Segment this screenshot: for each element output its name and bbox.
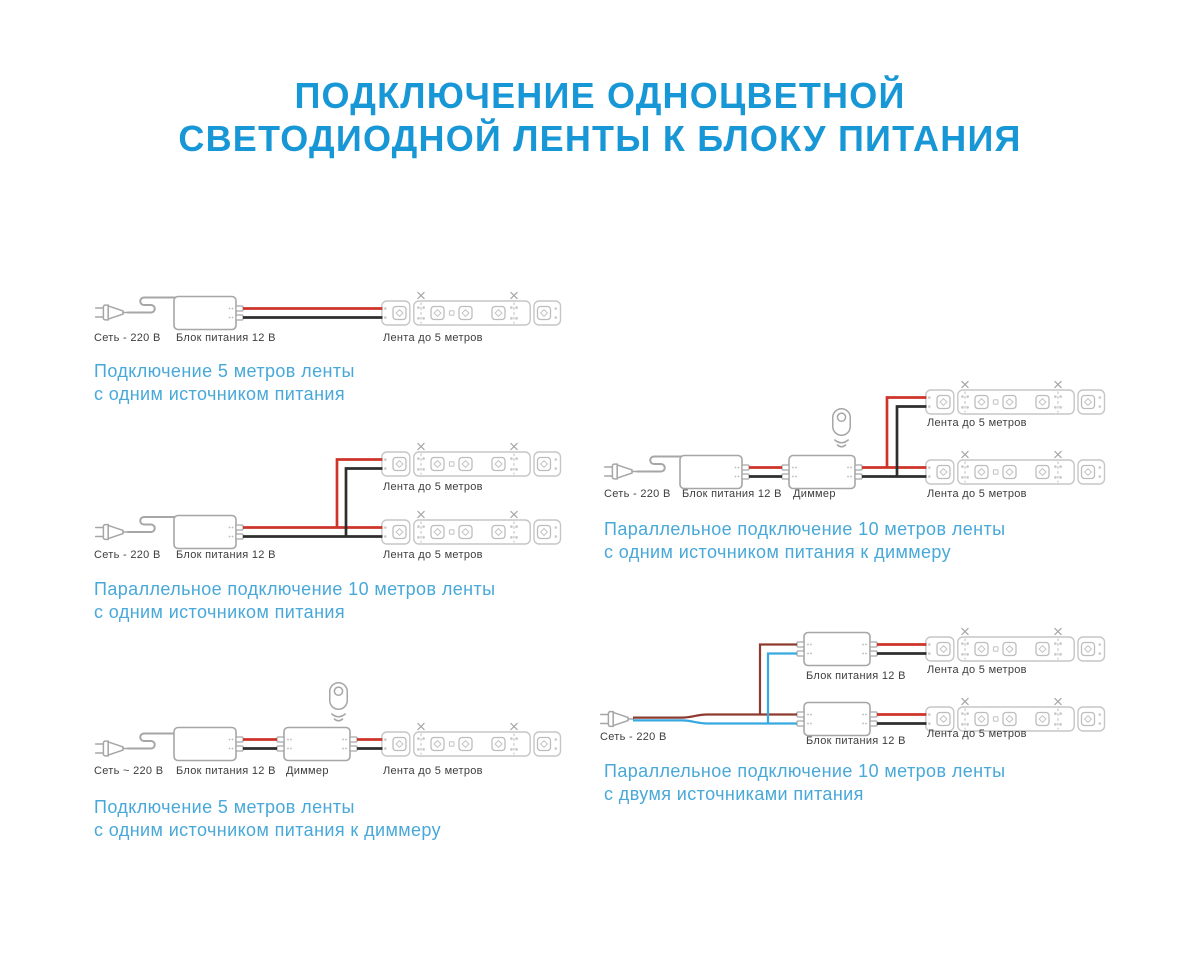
dimmer-box: [276, 726, 358, 762]
caption-line1: Параллельное подключение 10 метров ленты: [604, 761, 1006, 781]
led-strip: [381, 291, 562, 326]
dimmer-label: Диммер: [286, 765, 329, 777]
plug-icon: [599, 710, 635, 728]
power-cable: [636, 455, 685, 473]
page-title: ПОДКЛЮЧЕНИЕ ОДНОЦВЕТНОЙ СВЕТОДИОДНОЙ ЛЕНТ…: [0, 74, 1200, 160]
diagram-caption: Параллельное подключение 10 метров ленты…: [604, 760, 1005, 806]
black-wire: [243, 467, 383, 538]
power-supply-box: [173, 295, 244, 331]
power-cable: [127, 516, 177, 533]
remote-control-icon: [329, 682, 348, 722]
diagram-4-graphics: [603, 380, 1106, 490]
diagram-caption: Параллельное подключение 10 метров ленты…: [604, 518, 1005, 564]
led-strip: [925, 380, 1106, 415]
plug-icon: [94, 740, 130, 757]
caption-line1: Параллельное подключение 10 метров ленты: [94, 579, 496, 599]
black-wire: [877, 652, 927, 725]
mains-label: Сеть - 220 В: [94, 332, 161, 344]
mains-label: Сеть - 220 В: [94, 549, 161, 561]
strip-label: Лента до 5 метров: [927, 664, 1027, 676]
caption-line1: Параллельное подключение 10 метров ленты: [604, 519, 1006, 539]
dimmer-box: [781, 454, 863, 490]
led-strip: [925, 627, 1106, 662]
plug-icon: [94, 304, 130, 321]
diagram-caption: Параллельное подключение 10 метров ленты…: [94, 578, 495, 624]
caption-line2: с одним источником питания: [94, 602, 346, 622]
diagram-caption: Подключение 5 метров ленты с одним источн…: [94, 796, 441, 842]
remote-control-icon: [832, 408, 851, 448]
power-supply-box: [173, 726, 244, 762]
diagram-2-graphics: [94, 442, 562, 550]
diagram-5-graphics: [599, 627, 1106, 737]
strip-label: Лента до 5 метров: [383, 765, 483, 777]
strip-label: Лента до 5 метров: [383, 332, 483, 344]
psu-label: Блок питания 12 В: [806, 670, 906, 682]
caption-line1: Подключение 5 метров ленты: [94, 797, 355, 817]
power-supply-box: [679, 454, 750, 490]
blue-neutral-wire: [633, 652, 797, 725]
strip-label: Лента до 5 метров: [927, 417, 1027, 429]
strip-label: Лента до 5 метров: [927, 728, 1027, 740]
dimmer-label: Диммер: [793, 488, 836, 500]
caption-line2: с двумя источниками питания: [604, 784, 864, 804]
led-strip: [925, 697, 1106, 732]
mains-label: Сеть - 220 В: [600, 731, 667, 743]
psu-label: Блок питания 12 В: [682, 488, 782, 500]
strip-label: Лента до 5 метров: [383, 549, 483, 561]
diagram-1-graphics: [94, 291, 562, 331]
mains-label: Сеть ~ 220 В: [94, 765, 164, 777]
red-wire: [243, 458, 383, 529]
power-cable: [127, 732, 177, 750]
red-wire: [877, 643, 927, 716]
led-strip: [925, 450, 1106, 485]
led-strip: [381, 722, 562, 757]
power-supply-box: [796, 631, 878, 667]
caption-line2: с одним источником питания к диммеру: [94, 820, 442, 840]
power-supply-box: [173, 514, 244, 550]
power-cable: [127, 296, 177, 314]
brown-live-wire: [633, 643, 797, 719]
strip-label: Лента до 5 метров: [383, 481, 483, 493]
strip-label: Лента до 5 метров: [927, 488, 1027, 500]
diagram-caption: Подключение 5 метров ленты с одним источн…: [94, 360, 355, 406]
caption-line2: с одним источником питания: [94, 384, 346, 404]
psu-label: Блок питания 12 В: [176, 332, 276, 344]
mains-label: Сеть - 220 В: [604, 488, 671, 500]
page-title-line2: СВЕТОДИОДНОЙ ЛЕНТЫ К БЛОКУ ПИТАНИЯ: [178, 118, 1022, 159]
plug-icon: [603, 463, 639, 480]
black-wire: [749, 405, 927, 478]
led-strip: [381, 442, 562, 477]
page-title-line1: ПОДКЛЮЧЕНИЕ ОДНОЦВЕТНОЙ: [294, 75, 906, 116]
plug-icon: [94, 523, 130, 541]
led-strip: [381, 510, 562, 545]
psu-label: Блок питания 12 В: [806, 735, 906, 747]
power-supply-box: [796, 701, 878, 737]
diagram-3-graphics: [94, 682, 562, 762]
psu-label: Блок питания 12 В: [176, 549, 276, 561]
psu-label: Блок питания 12 В: [176, 765, 276, 777]
caption-line2: с одним источником питания к диммеру: [604, 542, 952, 562]
red-wire: [749, 396, 927, 469]
caption-line1: Подключение 5 метров ленты: [94, 361, 355, 381]
